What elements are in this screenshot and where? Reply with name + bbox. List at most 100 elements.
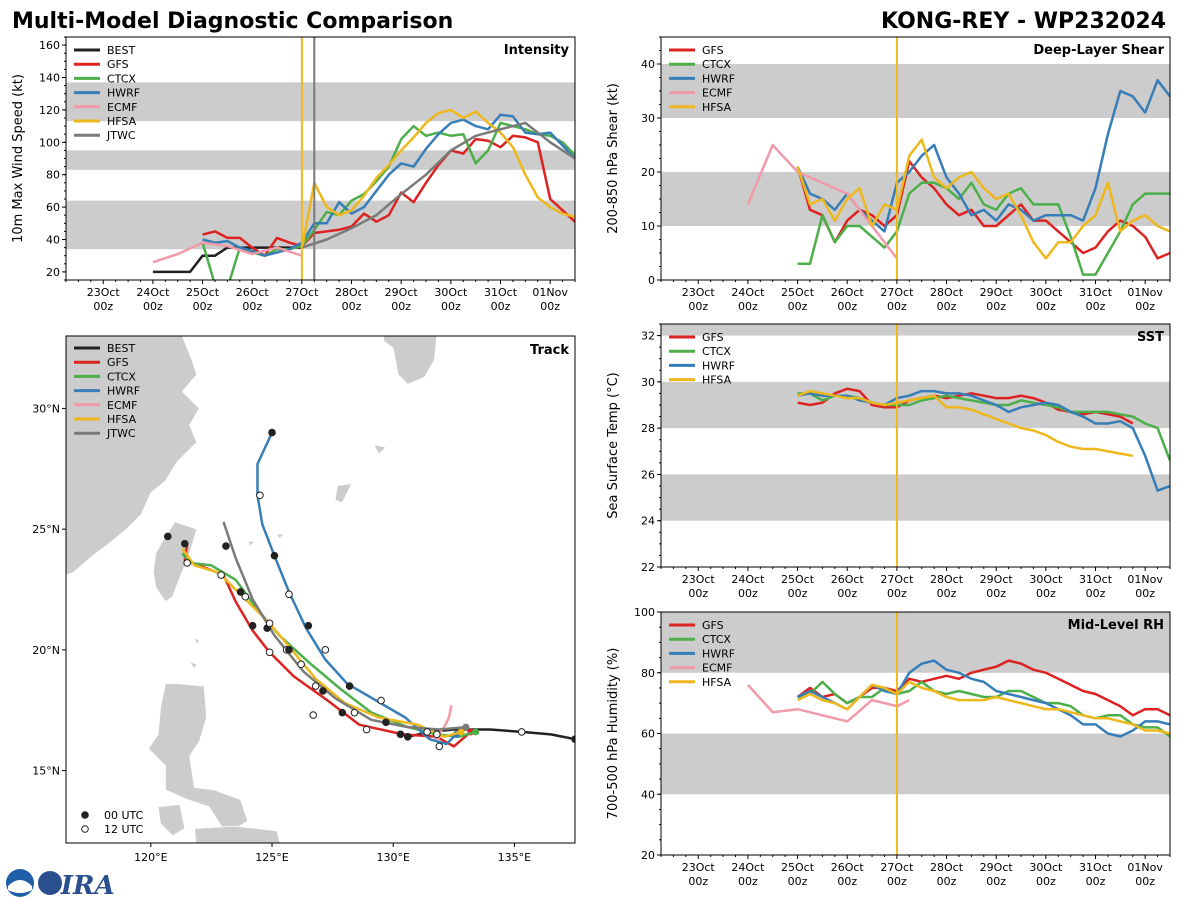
landmass-ryukyu-okinawa <box>334 482 353 504</box>
series-group <box>797 387 1170 492</box>
position-marker-12utc <box>183 559 191 567</box>
lat-tick-label: 20°N <box>32 644 60 657</box>
position-marker-00utc <box>319 687 327 695</box>
noaa-wave-icon <box>8 880 32 893</box>
figure-title: Multi-Model Diagnostic Comparison <box>12 9 453 34</box>
position-marker-00utc <box>396 730 405 739</box>
x-tick-label-hour: 00z <box>937 587 957 600</box>
series-line-hfsa <box>797 680 1170 735</box>
landmass-amami <box>373 444 387 455</box>
y-axis-label: 200-850 hPa Shear (kt) <box>606 83 621 234</box>
x-tick-label-hour: 00z <box>738 875 758 888</box>
track-line-jtwc <box>222 521 467 731</box>
x-tick-label-date: 25Oct <box>781 286 815 299</box>
lon-tick-label: 120°E <box>134 851 167 864</box>
shaded-band <box>661 381 1170 429</box>
series-line-hfsa <box>300 108 575 250</box>
y-tick-label: 100 <box>39 136 60 149</box>
position-marker-00utc <box>180 539 189 548</box>
legend-label-ctcx: CTCX <box>107 72 136 85</box>
x-tick-label-hour: 00z <box>93 300 113 313</box>
y-tick-label: 40 <box>641 788 655 801</box>
x-tick-label-hour: 00z <box>837 300 857 313</box>
y-tick-label: 40 <box>46 234 60 247</box>
position-marker-12utc <box>265 619 274 628</box>
track-endpoint-ctcx <box>472 728 480 736</box>
track-panel: 120°E 125°E 130°E 135°E 15°N 20°N 25°N 30°N Trac… <box>32 335 576 864</box>
y-tick-label: 160 <box>39 39 60 52</box>
y-tick-label: 24 <box>641 515 655 528</box>
legend-label-ecmf: ECMF <box>107 101 137 114</box>
y-tick-label: 26 <box>641 468 655 481</box>
landmass-kyushu <box>383 336 438 385</box>
y-axis-label: 10m Max Wind Speed (kt) <box>11 74 26 243</box>
x-tick-label-date: 26Oct <box>831 573 865 586</box>
x-tick-label-date: 29Oct <box>980 286 1014 299</box>
x-tick-label-hour: 00z <box>788 875 808 888</box>
series-line-ctcx <box>797 181 1170 276</box>
position-marker-12utc <box>433 730 441 739</box>
legend-label-gfs: GFS <box>702 44 724 57</box>
y-tick-label: 80 <box>46 169 60 182</box>
y-tick-label: 22 <box>641 561 655 574</box>
x-tick-label-date: 25Oct <box>781 573 815 586</box>
x-tick-label-date: 27Oct <box>285 286 319 299</box>
sst-panel: 23Oct00z24Oct00z25Oct00z26Oct00z27Oct00z… <box>606 323 1171 600</box>
legend-label-hfsa: HFSA <box>702 374 732 387</box>
legend-label-hwrf: HWRF <box>107 385 140 398</box>
position-marker-12utc <box>241 592 250 601</box>
x-tick-label-date: 01Nov <box>1127 573 1163 586</box>
x-tick-label-hour: 00z <box>1135 587 1155 600</box>
legend-label-ctcx: CTCX <box>702 345 731 358</box>
y-tick-label: 80 <box>641 667 655 680</box>
position-marker-12utc <box>517 728 526 736</box>
position-marker-00utc <box>403 732 412 741</box>
track-line-hfsa <box>181 547 462 739</box>
legend-label-ctcx: CTCX <box>107 370 136 383</box>
x-tick-label-hour: 00z <box>986 587 1006 600</box>
landmass-babuyan <box>188 661 198 670</box>
y-tick-label: 100 <box>634 606 655 619</box>
legend-label-gfs: GFS <box>702 331 724 344</box>
legend-label-ecmf: ECMF <box>702 662 732 675</box>
x-tick-label-hour: 00z <box>688 300 708 313</box>
panel-title: Deep-Layer Shear <box>1033 43 1164 58</box>
y-tick-label: 32 <box>641 330 655 343</box>
x-tick-label-hour: 00z <box>986 875 1006 888</box>
track-series-group <box>164 428 575 751</box>
shaded-band <box>661 733 1170 795</box>
position-marker-12utc <box>285 590 293 599</box>
x-tick-label-hour: 00z <box>1036 587 1056 600</box>
legend-label-hwrf: HWRF <box>702 72 735 85</box>
marker-legend-symbol <box>81 811 89 819</box>
y-tick-label: 28 <box>641 422 655 435</box>
shaded-band <box>66 82 575 122</box>
series-line-hfsa <box>796 138 1170 260</box>
x-tick-label-date: 25Oct <box>186 286 220 299</box>
plot-frame <box>660 323 1171 568</box>
x-tick-label-hour: 00z <box>738 300 758 313</box>
x-tick-label-date: 28Oct <box>930 286 964 299</box>
y-axis-label: 700-500 hPa Humidity (%) <box>606 648 621 820</box>
x-tick-label-date: 23Oct <box>682 861 716 874</box>
x-tick-label-hour: 00z <box>1086 875 1106 888</box>
x-tick-label-hour: 00z <box>391 300 411 313</box>
x-tick-label-date: 26Oct <box>831 286 865 299</box>
y-tick-label: 120 <box>39 104 60 117</box>
legend-label-gfs: GFS <box>702 619 724 632</box>
position-marker-12utc <box>217 571 225 579</box>
x-tick-label-date: 23Oct <box>682 286 716 299</box>
x-tick-label-date: 29Oct <box>980 573 1014 586</box>
x-tick-label-date: 30Oct <box>1029 573 1063 586</box>
y-tick-label: 60 <box>46 201 60 214</box>
x-tick-label-date: 24Oct <box>136 286 170 299</box>
track-line-ecmf <box>435 705 453 738</box>
x-tick-label-hour: 00z <box>491 300 511 313</box>
series-group <box>746 659 1170 738</box>
shaded-band <box>66 150 575 170</box>
panel-title: Intensity <box>504 43 570 58</box>
shaded-band <box>661 612 1170 673</box>
series-line-jtwc <box>301 121 575 249</box>
shaded-band <box>661 474 1170 521</box>
position-marker-12utc <box>321 646 330 654</box>
